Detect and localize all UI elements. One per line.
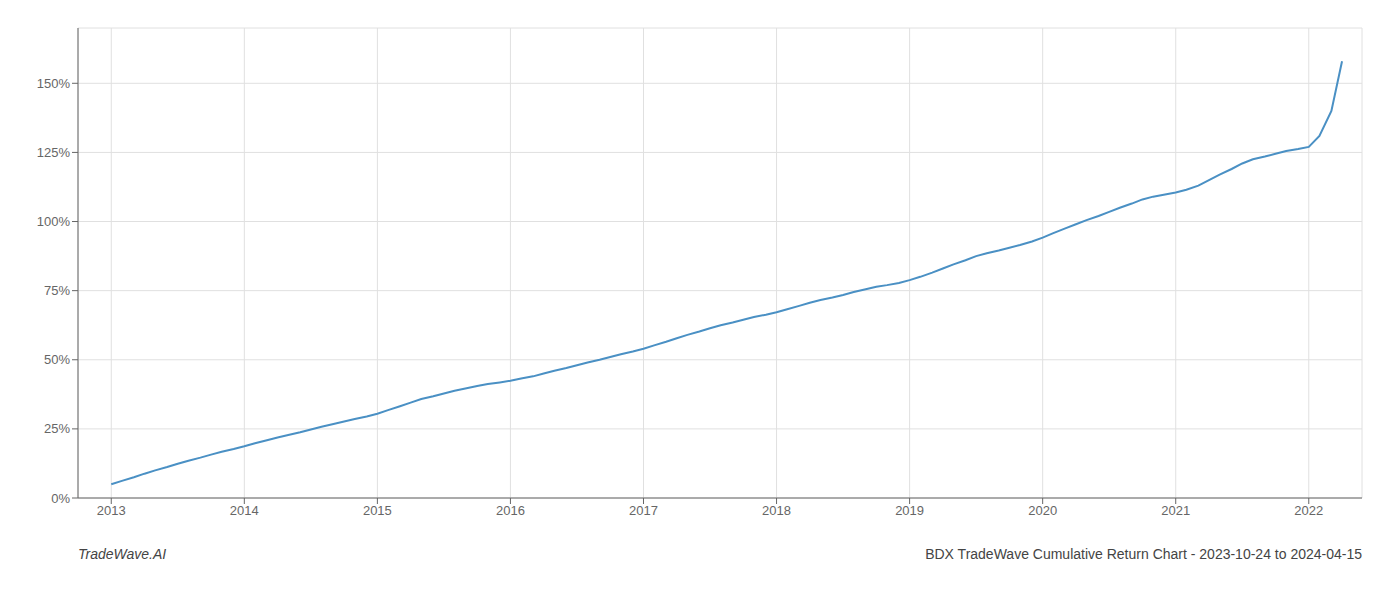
html-text:TradeWave.AI: TradeWave.AI xyxy=(78,546,167,562)
svg-text:2022: 2022 xyxy=(1294,503,1323,518)
svg-text:2019: 2019 xyxy=(895,503,924,518)
svg-text:75%: 75% xyxy=(44,283,70,298)
svg-text:50%: 50% xyxy=(44,352,70,367)
svg-text:2015: 2015 xyxy=(363,503,392,518)
svg-text:2020: 2020 xyxy=(1028,503,1057,518)
svg-text:150%: 150% xyxy=(37,76,71,91)
svg-text:2021: 2021 xyxy=(1161,503,1190,518)
svg-text:2017: 2017 xyxy=(629,503,658,518)
html-text:BDX TradeWave Cumulative Retur: BDX TradeWave Cumulative Return Chart - … xyxy=(925,546,1362,562)
svg-text:2016: 2016 xyxy=(496,503,525,518)
svg-text:2014: 2014 xyxy=(230,503,259,518)
svg-text:25%: 25% xyxy=(44,421,70,436)
svg-text:2013: 2013 xyxy=(97,503,126,518)
svg-text:2018: 2018 xyxy=(762,503,791,518)
svg-text:100%: 100% xyxy=(37,214,71,229)
svg-text:0%: 0% xyxy=(51,491,70,506)
svg-text:125%: 125% xyxy=(37,145,71,160)
